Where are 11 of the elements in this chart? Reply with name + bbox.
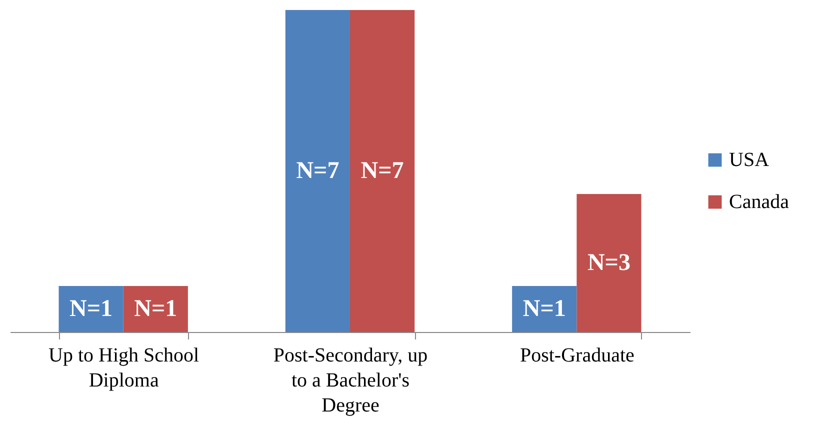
legend-label: USA (729, 149, 770, 171)
data-label: N=7 (296, 158, 340, 184)
x-tick-label: Up to High School Diploma (48, 344, 200, 392)
data-label: N=3 (587, 250, 630, 276)
data-label: N=1 (134, 296, 178, 322)
x-tick-label: Post-Graduate (520, 344, 634, 366)
data-label: N=7 (360, 158, 404, 184)
x-tick-label: Post-Secondary, up to a Bachelor's Degree (273, 344, 428, 416)
data-label: N=1 (522, 296, 566, 322)
data-label: N=1 (70, 296, 113, 322)
legend-label: Canada (729, 191, 790, 213)
